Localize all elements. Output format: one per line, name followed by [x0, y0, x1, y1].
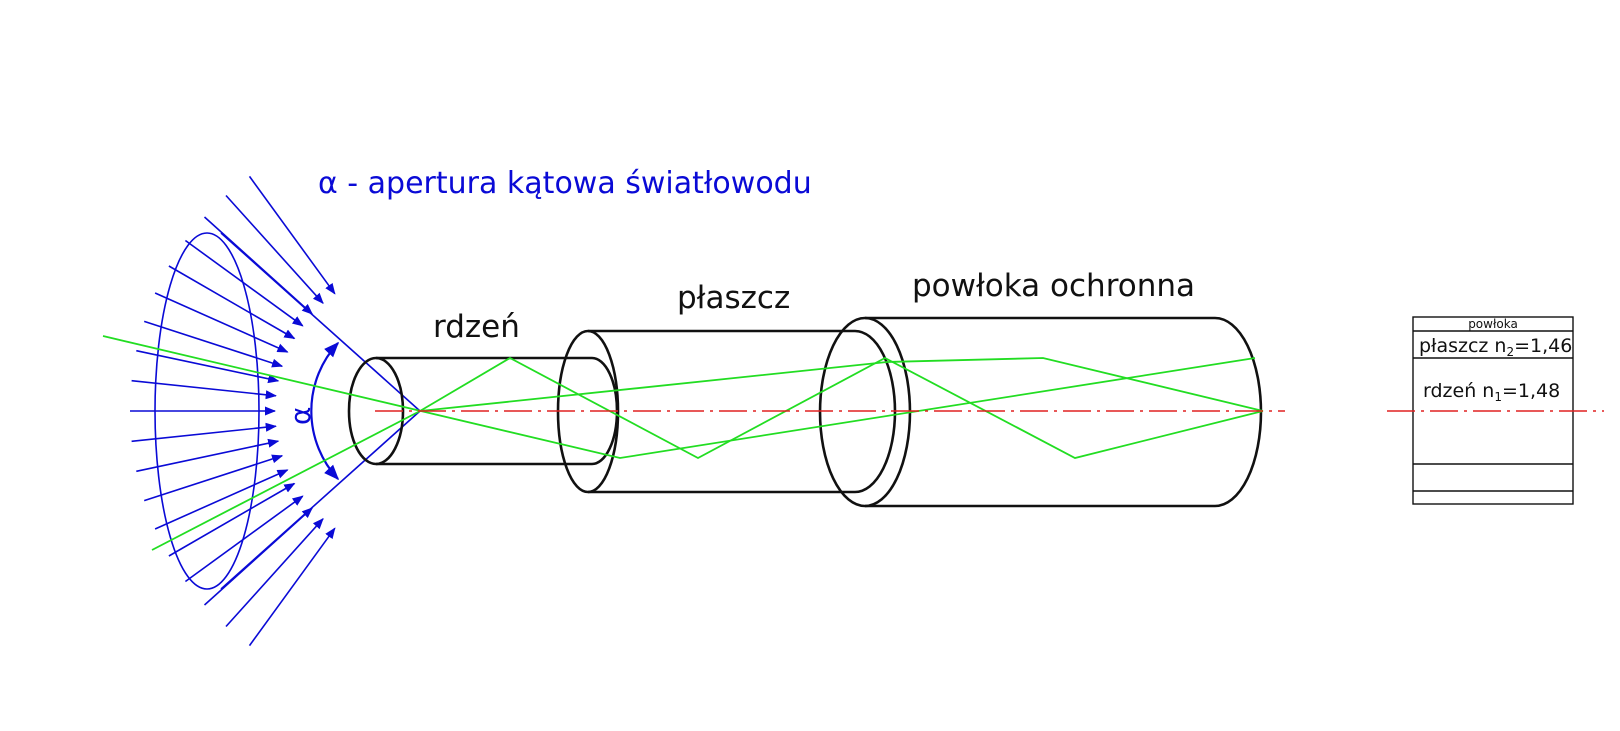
- inset-cladding-name: płaszcz n: [1419, 335, 1506, 357]
- inset-coating-label: powłoka: [1468, 317, 1518, 331]
- inset-cladding-subscript: 2: [1506, 345, 1514, 359]
- diagram-title: α - apertura kątowa światłowodu: [318, 166, 812, 201]
- cross-section-inset: powłoka płaszcz n2=1,46 rdzeń n1=1,48: [1387, 316, 1604, 505]
- incident-ray: [248, 527, 336, 647]
- aperture-angle-arc: [310, 341, 340, 481]
- angle-symbol: α: [284, 407, 317, 425]
- cone-edge-bottom: [220, 410, 421, 590]
- incident-ray: [131, 422, 277, 443]
- inset-cladding-value: =1,46: [1514, 335, 1572, 357]
- cone-edge-top: [220, 232, 421, 412]
- incident-ray: [154, 292, 289, 353]
- light-paths: [102, 335, 1264, 551]
- incident-ray: [168, 265, 296, 340]
- incident-ray: [154, 469, 289, 530]
- incident-ray: [184, 239, 304, 327]
- incident-ray: [184, 495, 304, 583]
- coating-cylinder: [818, 316, 1263, 508]
- inset-core-name: rdzeń n: [1423, 380, 1494, 402]
- inset-core-subscript: 1: [1494, 390, 1502, 404]
- incident-ray: [131, 379, 277, 400]
- core-cylinder: [347, 356, 619, 466]
- incident-ray: [136, 438, 280, 473]
- incident-ray: [225, 194, 324, 305]
- inset-core-value: =1,48: [1502, 380, 1560, 402]
- incident-ray: [136, 349, 280, 384]
- incident-ray: [143, 454, 284, 502]
- light-path-cladding: [419, 357, 1264, 412]
- incident-ray: [225, 517, 324, 628]
- incident-ray: [143, 320, 284, 368]
- core-label: rdzeń: [433, 309, 520, 345]
- acceptance-cone-ellipse: [154, 232, 260, 590]
- cladding-label: płaszcz: [677, 280, 790, 316]
- inset-cladding-label: płaszcz n2=1,46: [1419, 335, 1572, 359]
- coating-label: powłoka ochronna: [912, 268, 1195, 304]
- incident-ray: [248, 175, 336, 295]
- incident-ray: [168, 482, 296, 557]
- light-path-upper: [102, 335, 1256, 459]
- inset-core-label: rdzeń n1=1,48: [1423, 380, 1560, 404]
